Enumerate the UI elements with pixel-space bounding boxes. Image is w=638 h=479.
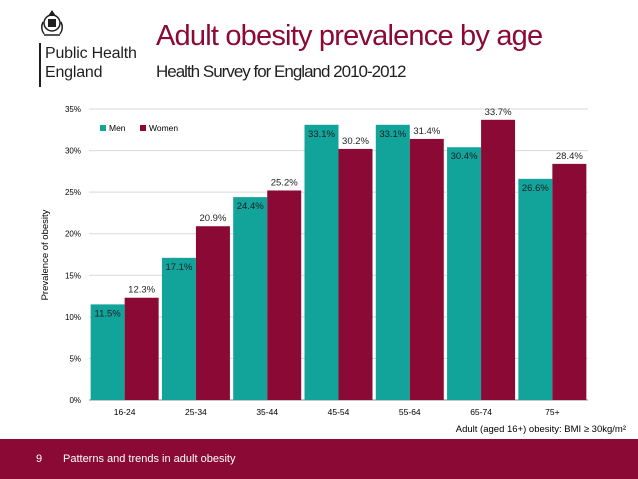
- x-tick-label: 16-24: [114, 407, 136, 417]
- x-axis-label: Adult (aged 16+) obesity: BMI ≥ 30kg/m²: [456, 424, 626, 435]
- y-tick-label: 20%: [65, 230, 81, 239]
- royal-crest-icon: [40, 10, 64, 36]
- data-label: 28.4%: [556, 151, 583, 162]
- y-tick-label: 35%: [65, 105, 81, 114]
- bar-women-45-54: [338, 148, 373, 400]
- data-label: 12.3%: [128, 285, 155, 296]
- x-tick-label: 75+: [545, 407, 559, 417]
- bar-men-25-34: [161, 257, 196, 400]
- y-tick-label: 15%: [65, 271, 81, 280]
- logo-text: Public Health England: [45, 44, 137, 82]
- slide-title: Adult obesity prevalence by age: [156, 20, 543, 52]
- y-tick-label: 10%: [65, 313, 81, 322]
- bar-men-16-24: [90, 304, 125, 400]
- data-label: 33.1%: [379, 129, 406, 140]
- bar-men-55-64: [375, 124, 410, 400]
- y-tick-label: 5%: [69, 354, 81, 363]
- data-label: 20.9%: [199, 213, 226, 224]
- y-tick-label: 30%: [65, 147, 81, 156]
- y-tick-label: 25%: [65, 188, 81, 197]
- data-label: 30.2%: [342, 136, 369, 147]
- logo-divider: [39, 43, 41, 87]
- y-axis-label: Prevalence of obesity: [40, 209, 51, 300]
- data-label: 25.2%: [271, 177, 298, 188]
- footer-text: Patterns and trends in adult obesity: [63, 453, 236, 465]
- bar-women-16-24: [124, 297, 159, 400]
- data-label: 26.6%: [522, 183, 549, 194]
- bars: [90, 119, 587, 401]
- legend-label-women: Women: [149, 123, 178, 133]
- data-label: 31.4%: [413, 126, 440, 137]
- bar-women-25-34: [195, 226, 230, 400]
- logo-line-1: Public Health: [45, 45, 137, 62]
- bar-men-75+: [518, 178, 553, 400]
- data-label: 33.1%: [308, 129, 335, 140]
- legend: Men Women: [100, 123, 178, 133]
- legend-swatch-men: [100, 125, 106, 131]
- x-tick-label: 45-54: [328, 407, 350, 417]
- bar-men-45-54: [304, 124, 339, 400]
- legend-swatch-women: [140, 125, 146, 131]
- legend-label-men: Men: [109, 123, 126, 133]
- footer-bar: 9 Patterns and trends in adult obesity: [0, 439, 638, 479]
- x-tick-label: 65-74: [470, 407, 492, 417]
- data-label: 11.5%: [95, 308, 122, 319]
- x-tick-label: 25-34: [185, 407, 207, 417]
- bar-men-35-44: [233, 197, 268, 400]
- logo-line-2: England: [45, 64, 103, 81]
- data-label: 24.4%: [237, 201, 264, 212]
- data-labels: 11.5% 12.3% 17.1% 20.9% 24.4% 25.2% 33.1% 30.2%…: [95, 107, 584, 320]
- bar-women-75+: [552, 163, 587, 400]
- data-label: 33.7%: [485, 107, 512, 118]
- slide-number: 9: [36, 453, 43, 465]
- bar-men-65-74: [447, 147, 482, 400]
- x-tick-label: 35-44: [256, 407, 278, 417]
- bar-women-35-44: [267, 190, 302, 400]
- obesity-bar-chart: 0% 5% 10% 15% 20% 25% 30% 35% 16-24 25-34 35-44 45…: [40, 105, 626, 435]
- y-tick-label: 0%: [69, 396, 81, 405]
- bar-women-55-64: [409, 138, 444, 400]
- phe-logo: Public Health England: [33, 8, 143, 88]
- y-tick-labels: 0% 5% 10% 15% 20% 25% 30% 35%: [65, 105, 81, 405]
- slide-subtitle: Health Survey for England 2010-2012: [156, 62, 406, 81]
- bar-women-65-74: [481, 119, 516, 401]
- x-tick-label: 55-64: [399, 407, 421, 417]
- x-tick-labels: 16-24 25-34 35-44 45-54 55-64 65-74 75+: [114, 407, 560, 417]
- data-label: 17.1%: [165, 262, 192, 273]
- data-label: 30.4%: [451, 151, 478, 162]
